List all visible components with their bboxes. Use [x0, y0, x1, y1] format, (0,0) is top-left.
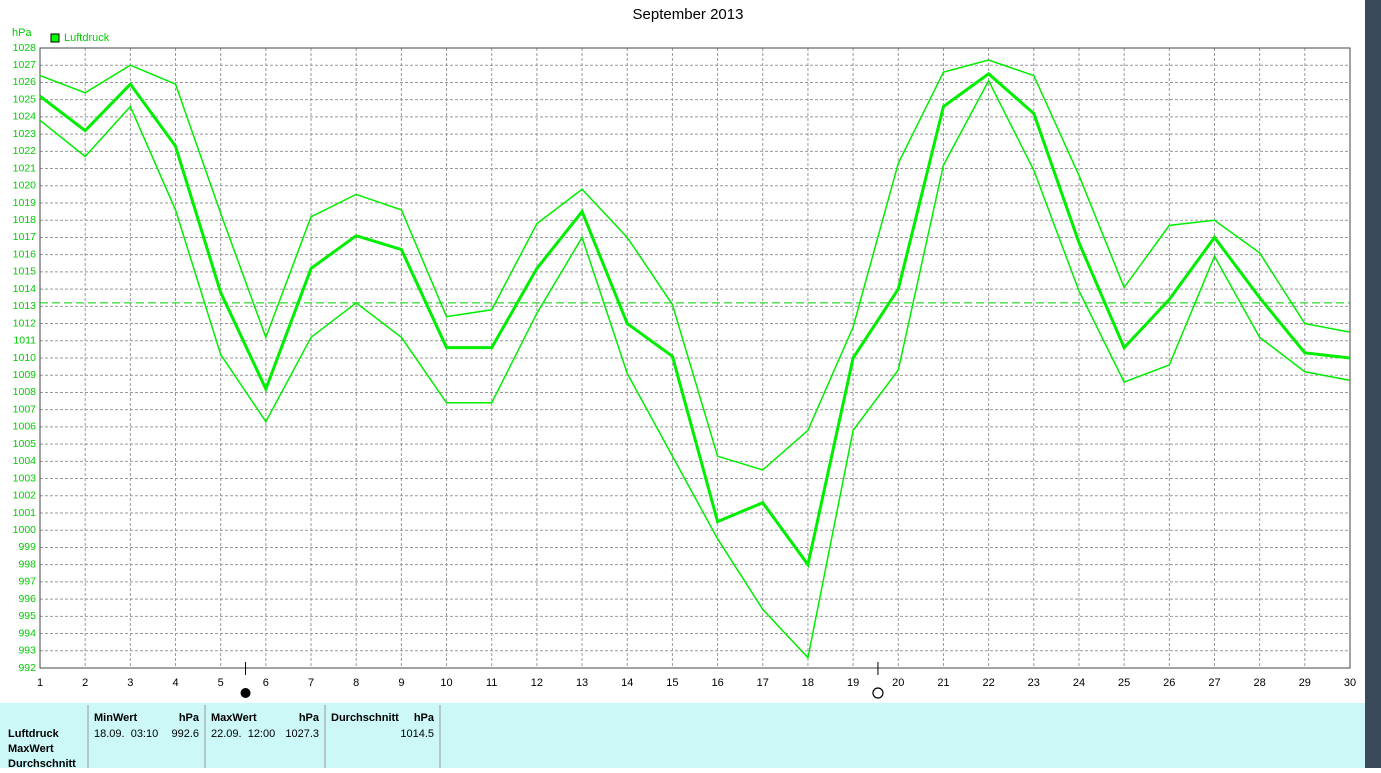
data-line — [39, 59, 1351, 471]
y-tick-label: 997 — [18, 576, 36, 588]
x-tick-label: 8 — [353, 677, 359, 689]
y-tick-label: 1020 — [13, 180, 37, 192]
y-tick-label: 1016 — [13, 248, 37, 260]
x-tick-label: 18 — [802, 677, 814, 689]
column-header: Durchschnitt — [331, 712, 399, 724]
y-tick-label: 1004 — [13, 455, 37, 467]
y-tick-label: 1017 — [13, 231, 37, 243]
x-tick-label: 11 — [486, 677, 497, 689]
y-tick-label: 1009 — [13, 369, 37, 381]
x-tick-label: 15 — [666, 677, 678, 689]
y-tick-label: 1021 — [13, 162, 37, 174]
column-unit: hPa — [179, 712, 200, 724]
y-tick-label: 1002 — [13, 490, 37, 502]
y-tick-label: 1019 — [13, 197, 37, 209]
x-tick-label: 2 — [82, 677, 88, 689]
x-tick-label: 16 — [711, 677, 723, 689]
y-tick-label: 1028 — [13, 42, 37, 54]
column-unit: hPa — [414, 712, 435, 724]
column-header: MinWert — [94, 712, 138, 724]
x-tick-label: 3 — [127, 677, 133, 689]
y-tick-label: 1024 — [13, 111, 37, 123]
y-tick-label: 996 — [18, 593, 36, 605]
stat-value: 992.6 — [171, 728, 199, 740]
y-tick-label: 1026 — [13, 76, 37, 88]
y-tick-label: 1011 — [13, 335, 36, 347]
x-tick-label: 25 — [1118, 677, 1130, 689]
y-tick-label: 1000 — [13, 524, 37, 536]
x-tick-label: 30 — [1344, 677, 1356, 689]
y-tick-label: 1012 — [13, 317, 37, 329]
column-unit: hPa — [299, 712, 320, 724]
y-tick-label: 1018 — [13, 214, 37, 226]
x-tick-label: 29 — [1299, 677, 1311, 689]
y-tick-label: 1008 — [13, 386, 37, 398]
chart-title: September 2013 — [633, 6, 744, 23]
legend-swatch — [50, 33, 60, 43]
y-tick-label: 1007 — [13, 403, 37, 415]
x-tick-label: 24 — [1073, 677, 1085, 689]
y-tick-label: 992 — [18, 662, 36, 674]
x-tick-label: 14 — [621, 677, 633, 689]
x-tick-label: 17 — [757, 677, 769, 689]
legend-label: Luftdruck — [64, 32, 110, 44]
window-edge — [1365, 0, 1381, 768]
x-tick-label: 9 — [398, 677, 404, 689]
new-moon — [240, 688, 251, 698]
stat-time: 18.09. 03:10 — [94, 728, 158, 740]
x-tick-label: 23 — [1028, 677, 1040, 689]
stat-value: 1014.5 — [400, 728, 434, 740]
y-tick-label: 1022 — [13, 145, 37, 157]
column-header: MaxWert — [211, 712, 257, 724]
y-tick-label: 1013 — [13, 300, 37, 312]
x-tick-label: 19 — [847, 677, 859, 689]
y-tick-label: 1025 — [13, 93, 37, 105]
y-tick-label: 995 — [18, 610, 36, 622]
y-tick-label: 999 — [18, 541, 36, 553]
y-tick-label: 1001 — [13, 507, 37, 519]
y-tick-label: 1010 — [13, 352, 37, 364]
x-tick-label: 27 — [1208, 677, 1220, 689]
x-tick-label: 5 — [218, 677, 224, 689]
y-tick-label: 998 — [18, 558, 36, 570]
x-tick-label: 4 — [172, 677, 178, 689]
row-label: Luftdruck — [8, 728, 60, 740]
x-tick-label: 28 — [1254, 677, 1266, 689]
row-label: Durchschnitt — [8, 758, 76, 768]
y-tick-label: 1015 — [13, 266, 37, 278]
x-tick-label: 6 — [263, 677, 269, 689]
full-moon — [872, 687, 884, 699]
y-tick-label: 1027 — [13, 59, 37, 71]
x-tick-label: 20 — [892, 677, 904, 689]
y-unit: hPa — [12, 27, 32, 39]
x-tick-label: 22 — [982, 677, 994, 689]
stat-value: 1027.3 — [285, 728, 319, 740]
x-tick-label: 13 — [576, 677, 588, 689]
data-line — [39, 71, 1351, 569]
x-tick-label: 10 — [440, 677, 452, 689]
x-tick-label: 21 — [937, 677, 949, 689]
y-tick-label: 1006 — [13, 421, 37, 433]
y-tick-label: 1023 — [13, 128, 37, 140]
x-tick-label: 26 — [1163, 677, 1175, 689]
y-tick-label: 993 — [18, 645, 36, 657]
stats-panel — [0, 703, 1365, 768]
x-tick-label: 7 — [308, 677, 314, 689]
y-tick-label: 994 — [18, 627, 36, 639]
y-tick-label: 1005 — [13, 438, 37, 450]
x-tick-label: 1 — [37, 677, 43, 689]
stat-time: 22.09. 12:00 — [211, 728, 275, 740]
row-label: MaxWert — [8, 743, 54, 755]
y-tick-label: 1003 — [13, 472, 37, 484]
x-tick-label: 12 — [531, 677, 543, 689]
data-line — [39, 79, 1351, 660]
y-tick-label: 1014 — [13, 283, 37, 295]
